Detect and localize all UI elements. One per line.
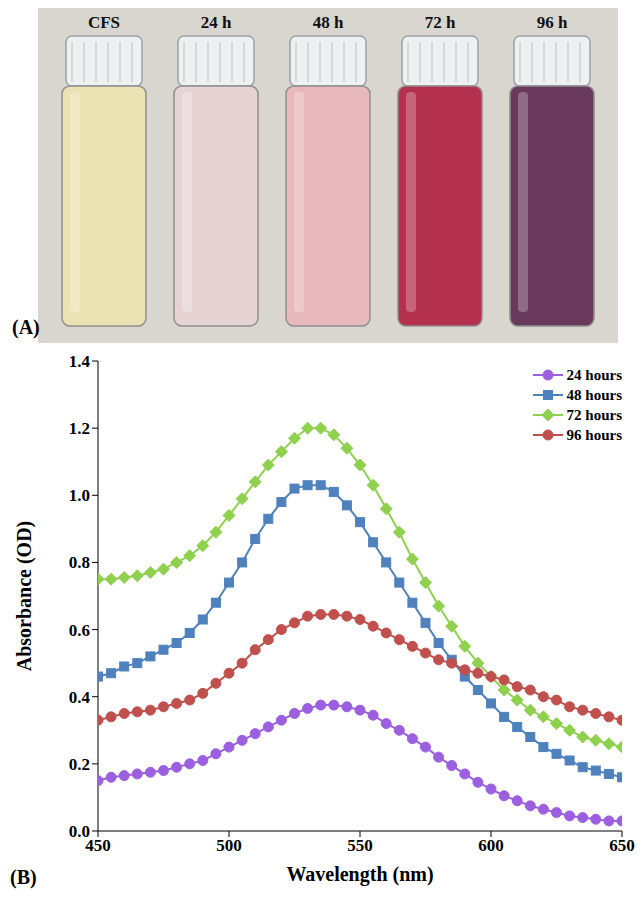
svg-text:0.4: 0.4 [69,688,91,707]
svg-text:1.0: 1.0 [69,486,90,505]
svg-text:24 h: 24 h [201,13,232,32]
svg-text:0.8: 0.8 [69,553,90,572]
svg-text:1.4: 1.4 [69,352,91,371]
svg-text:550: 550 [347,836,373,855]
svg-text:450: 450 [85,836,111,856]
svg-text:(A): (A) [12,316,40,339]
svg-text:0.0: 0.0 [69,822,90,841]
svg-text:96 h: 96 h [537,13,568,32]
svg-text:1.2: 1.2 [69,419,90,438]
svg-text:650: 650 [609,836,635,855]
html-text:96 hours: 96 hours [566,426,622,443]
svg-text:48 h: 48 h [313,13,344,32]
svg-text:600: 600 [478,836,504,855]
html-text:72 hours: 72 hours [566,406,622,423]
svg-text:Absorbance (OD): Absorbance (OD) [13,521,36,672]
svg-text:72 h: 72 h [425,13,456,32]
svg-text:0.2: 0.2 [69,755,90,774]
html-text:48 hours: 48 hours [566,386,622,403]
svg-text:Wavelength (nm): Wavelength (nm) [286,863,433,886]
html-text:(B): (B) [10,866,37,888]
html-text:24 hours: 24 hours [566,366,622,383]
svg-text:500: 500 [216,836,242,855]
svg-text:CFS: CFS [88,13,120,32]
svg-text:0.6: 0.6 [69,621,90,640]
